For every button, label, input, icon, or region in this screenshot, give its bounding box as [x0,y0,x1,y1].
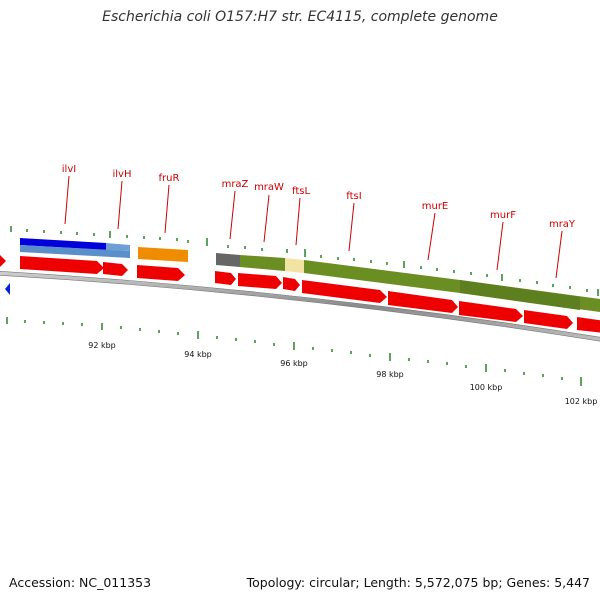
cds-arrow-mraW[interactable] [238,273,282,289]
gene-label-ftsL[interactable]: ftsL [292,186,310,197]
kbp-label-94: 94 kbp [184,350,212,359]
cds-arrow-murD[interactable] [577,317,600,333]
genome-backbone [0,271,600,342]
gene-label-murE[interactable]: murE [422,201,449,212]
feature-mraZ-gray-bar[interactable] [216,253,240,267]
feature-ilv-operon-bar[interactable] [20,245,130,258]
gene-labels: ilvI ilvH fruR mraZ mraW ftsL ftsI murE … [62,164,576,230]
genome-summary-text: Topology: circular; Length: 5,572,075 bp… [246,575,590,590]
feature-ilvI-blue-bar[interactable] [20,238,106,250]
cds-arrow-ilvH[interactable] [103,262,128,276]
gene-label-ftsI[interactable]: ftsI [346,191,361,202]
kbp-label-96: 96 kbp [280,359,308,368]
kbp-label-102: 102 kbp [565,397,598,406]
cds-arrow-murE[interactable] [388,291,458,313]
accession-text: Accession: NC_011353 [9,575,152,590]
gene-label-ilvH[interactable]: ilvH [113,169,132,180]
gene-label-mraW[interactable]: mraW [254,182,284,193]
lower-tick-row [6,317,582,386]
feature-mraW-olive-bar[interactable] [240,255,285,271]
upper-tick-row [10,226,599,296]
feature-fruR-bar[interactable] [138,247,188,262]
cds-arrow-mraZ[interactable] [215,271,236,285]
gene-label-mraY[interactable]: mraY [549,219,576,230]
cds-arrow-fruR[interactable] [137,265,185,281]
feature-track [20,238,600,312]
feature-dcw-darker-segment[interactable] [460,280,580,310]
map-title: Escherichia coli O157:H7 str. EC4115, co… [102,9,498,25]
kbp-label-92: 92 kbp [88,341,116,350]
left-edge-arrow-red[interactable] [0,255,6,267]
gene-label-fruR[interactable]: fruR [159,173,180,184]
cds-arrow-ftsI[interactable] [302,280,387,303]
gene-label-murF[interactable]: murF [490,210,516,221]
cds-arrow-ilvI[interactable] [20,256,104,274]
kbp-label-100: 100 kbp [470,383,503,392]
kbp-label-98: 98 kbp [376,370,404,379]
cds-arrow-ftsL[interactable] [283,277,300,291]
cds-arrow-murF[interactable] [459,301,523,322]
gene-label-leaders [64,175,563,279]
feature-ilvH-steel-bar[interactable] [106,243,130,251]
gene-label-mraZ[interactable]: mraZ [222,179,249,190]
gene-label-ilvI[interactable]: ilvI [62,164,76,175]
cds-track [20,256,600,333]
left-edge-arrow-blue[interactable] [5,283,10,295]
cds-arrow-mraY[interactable] [524,310,573,329]
kbp-scale-labels: 92 kbp 94 kbp 96 kbp 98 kbp 100 kbp 102 … [88,341,597,406]
feature-ftsL-pale-bar[interactable] [285,258,304,273]
